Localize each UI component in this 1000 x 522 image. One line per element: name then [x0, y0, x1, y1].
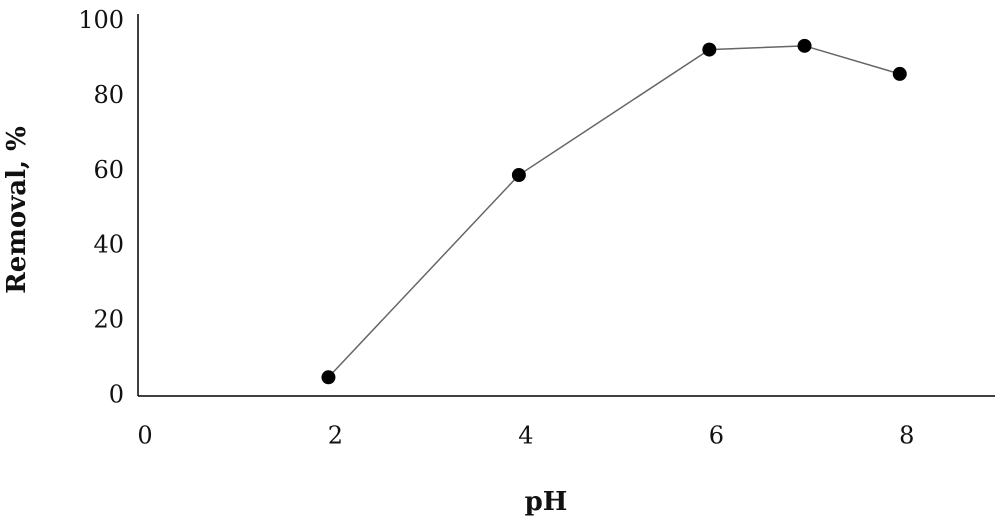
data-point: [702, 42, 717, 57]
x-tick-label: 8: [899, 422, 914, 450]
y-tick-label: 0: [109, 381, 124, 409]
y-tick-label: 80: [93, 81, 124, 109]
y-axis-title: Removal, %: [2, 126, 32, 294]
y-tick-label: 40: [93, 231, 124, 259]
x-tick-label: 2: [328, 422, 343, 450]
data-point: [511, 168, 526, 183]
y-tick-label: 100: [78, 6, 124, 34]
x-axis-title: pH: [525, 487, 568, 517]
x-tick-label: 4: [518, 422, 533, 450]
x-tick-label: 0: [137, 422, 152, 450]
data-point: [797, 38, 812, 53]
y-tick-label: 60: [93, 156, 124, 184]
x-tick-label: 6: [709, 422, 724, 450]
data-line: [327, 45, 900, 378]
data-point: [892, 66, 907, 81]
data-point: [321, 370, 336, 385]
y-tick-label: 20: [93, 306, 124, 334]
